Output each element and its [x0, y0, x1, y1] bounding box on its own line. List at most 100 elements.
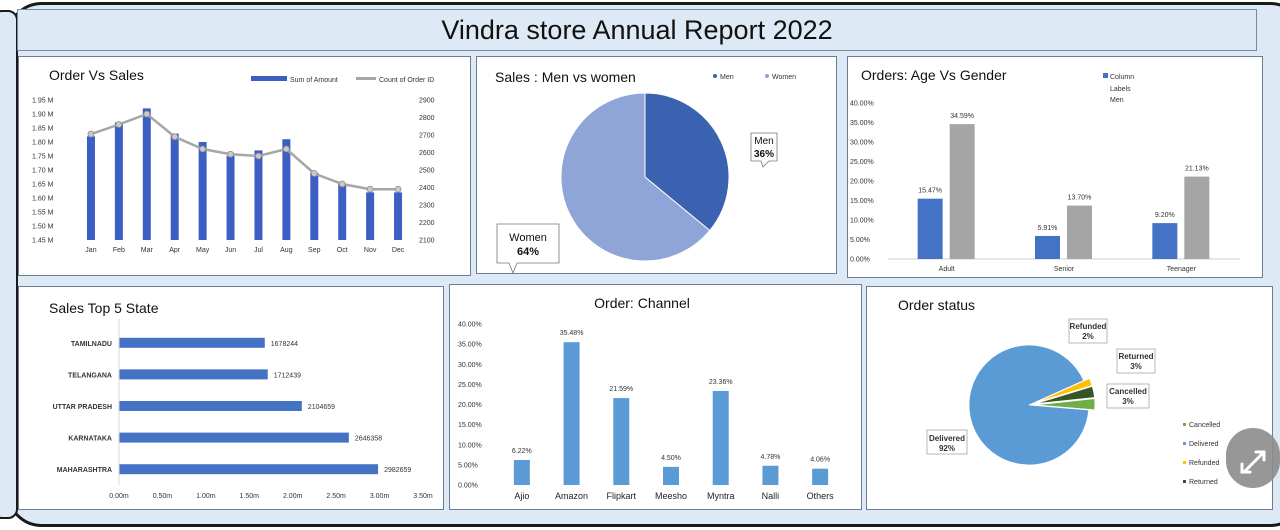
x-tick-label: Nov: [364, 247, 377, 254]
returned-label-name: Returned: [1118, 352, 1153, 361]
bar-senior: [1035, 235, 1060, 259]
y-tick-label-left: 1.70 M: [32, 168, 54, 175]
chart-title: Order: Channel: [594, 295, 690, 311]
y-category-label: KARNATAKA: [68, 436, 112, 443]
y-tick-label: 40.00%: [850, 101, 874, 108]
line-point: [199, 145, 207, 153]
x-tick-label: 2.50m: [326, 493, 346, 500]
y-tick-label: 5.00%: [458, 462, 478, 469]
bar-sum-of-amount: [226, 156, 235, 240]
bar-channel: [712, 390, 729, 485]
order-channel-chart: Order: Channel 40.00% 35.00% 30.00% 25.00% 2…: [458, 295, 835, 501]
chart-title: Order Vs Sales: [49, 67, 144, 83]
y-tick-label-right: 2500: [419, 168, 435, 175]
bar-state: [119, 464, 379, 475]
bar-sum-of-amount: [170, 133, 179, 240]
bar-state: [119, 432, 349, 443]
y-tick-label-right: 2800: [419, 115, 435, 122]
orders-age-gender-chart: Orders: Age Vs Gender Column Labels Men …: [850, 67, 1240, 273]
x-tick-label: 0.50m: [153, 493, 173, 500]
bar-data-label: 21.13%: [1185, 166, 1209, 173]
legend-label: Returned: [1189, 479, 1218, 486]
bar-data-label: 4.78%: [760, 454, 780, 461]
sales-men-women-chart: Sales : Men vs women Men Women Men 36% W…: [495, 69, 796, 275]
bar-channel: [762, 465, 779, 485]
y-tick-label: 15.00%: [458, 422, 482, 429]
chart-title: Orders: Age Vs Gender: [861, 67, 1007, 83]
bar-sum-of-amount: [198, 142, 207, 240]
x-tick-label: Apr: [169, 247, 181, 254]
legend-line-3: Men: [1110, 97, 1124, 104]
panel-order-vs-sales: Order Vs Sales Sum of Amount Count of Or…: [18, 56, 471, 276]
men-label-name: Men: [754, 136, 773, 147]
bar-teenager: [1184, 176, 1210, 259]
y-tick-label-left: 1.95 M: [32, 98, 54, 105]
returned-label-value: 3%: [1130, 362, 1142, 371]
x-tick-label: Nalli: [762, 491, 780, 501]
bar-data-label: 34.59%: [950, 113, 974, 120]
delivered-label-value: 92%: [939, 444, 955, 453]
pie-slice-refunded: [1034, 377, 1093, 404]
y-category-label: MAHARASHTRA: [57, 467, 112, 474]
x-tick-label: Ajio: [514, 491, 529, 501]
x-tick-label: 3.00m: [370, 493, 390, 500]
panel-orders-age-gender: Orders: Age Vs Gender Column Labels Men …: [847, 56, 1263, 278]
line-point: [227, 150, 234, 158]
refunded-label-name: Refunded: [1070, 322, 1107, 331]
x-tick-label: 1.00m: [196, 493, 216, 500]
legend-swatch: [1183, 461, 1186, 464]
legend-men: Men: [720, 74, 734, 81]
bar-data-label: 4.50%: [661, 455, 681, 462]
women-label-name: Women: [509, 232, 547, 244]
y-tick-label: 40.00%: [458, 322, 482, 329]
y-tick-label-left: 1.65 M: [32, 182, 54, 189]
y-tick-label: 10.00%: [850, 218, 874, 225]
bar-state: [119, 369, 268, 380]
line-point: [394, 185, 402, 193]
expand-button[interactable]: [1226, 428, 1280, 488]
y-tick-label-right: 2100: [419, 238, 435, 245]
chart-title: Sales : Men vs women: [495, 69, 636, 85]
pie-slice-women: [560, 92, 711, 262]
bar-sum-of-amount: [254, 150, 263, 240]
y-tick-label: 35.00%: [850, 120, 874, 127]
y-tick-label-left: 1.55 M: [32, 210, 54, 217]
legend-label: Cancelled: [1189, 422, 1220, 429]
legend-label: Refunded: [1189, 460, 1219, 467]
x-tick-label: Jan: [85, 247, 96, 254]
x-tick-label: Jun: [225, 247, 236, 254]
chart-title: Order status: [898, 297, 975, 313]
x-tick-label: Others: [807, 491, 835, 501]
pie-slice-men: [644, 92, 730, 232]
bar-channel: [812, 468, 829, 485]
legend-women: Women: [772, 74, 796, 81]
bar-data-label: 2104659: [308, 404, 335, 411]
bar-data-label: 35.48%: [560, 330, 584, 337]
y-tick-label: 25.00%: [850, 159, 874, 166]
y-tick-label-left: 1.90 M: [32, 112, 54, 119]
y-tick-label-left: 1.85 M: [32, 126, 54, 133]
y-tick-label: 20.00%: [850, 179, 874, 186]
line-point: [171, 133, 179, 141]
bar-data-label: 23.36%: [709, 379, 733, 386]
line-point: [310, 170, 318, 177]
bar-channel: [663, 466, 679, 485]
legend-swatch: [1103, 73, 1108, 78]
line-point: [282, 145, 290, 153]
pie-slice-returned: [1034, 385, 1095, 405]
y-category-label: UTTAR PRADESH: [53, 404, 112, 411]
x-tick-label: Adult: [939, 266, 955, 273]
bar-data-label: 13.70%: [1068, 195, 1092, 202]
pie-slice-delivered: [968, 344, 1090, 466]
x-tick-label: Jul: [254, 247, 263, 254]
x-tick-label: Feb: [113, 247, 125, 254]
report-title-box: Vindra store Annual Report 2022: [17, 9, 1257, 51]
cancelled-label-value: 3%: [1122, 397, 1134, 406]
bar-data-label: 2982659: [384, 467, 411, 474]
y-category-label: TELANGANA: [68, 372, 112, 379]
legend-men-dot: [713, 74, 717, 78]
bar-data-label: 6.22%: [512, 448, 532, 455]
y-tick-label: 30.00%: [850, 140, 874, 147]
y-tick-label-right: 2900: [419, 98, 435, 105]
legend-sum-of-amount: Sum of Amount: [290, 77, 338, 84]
